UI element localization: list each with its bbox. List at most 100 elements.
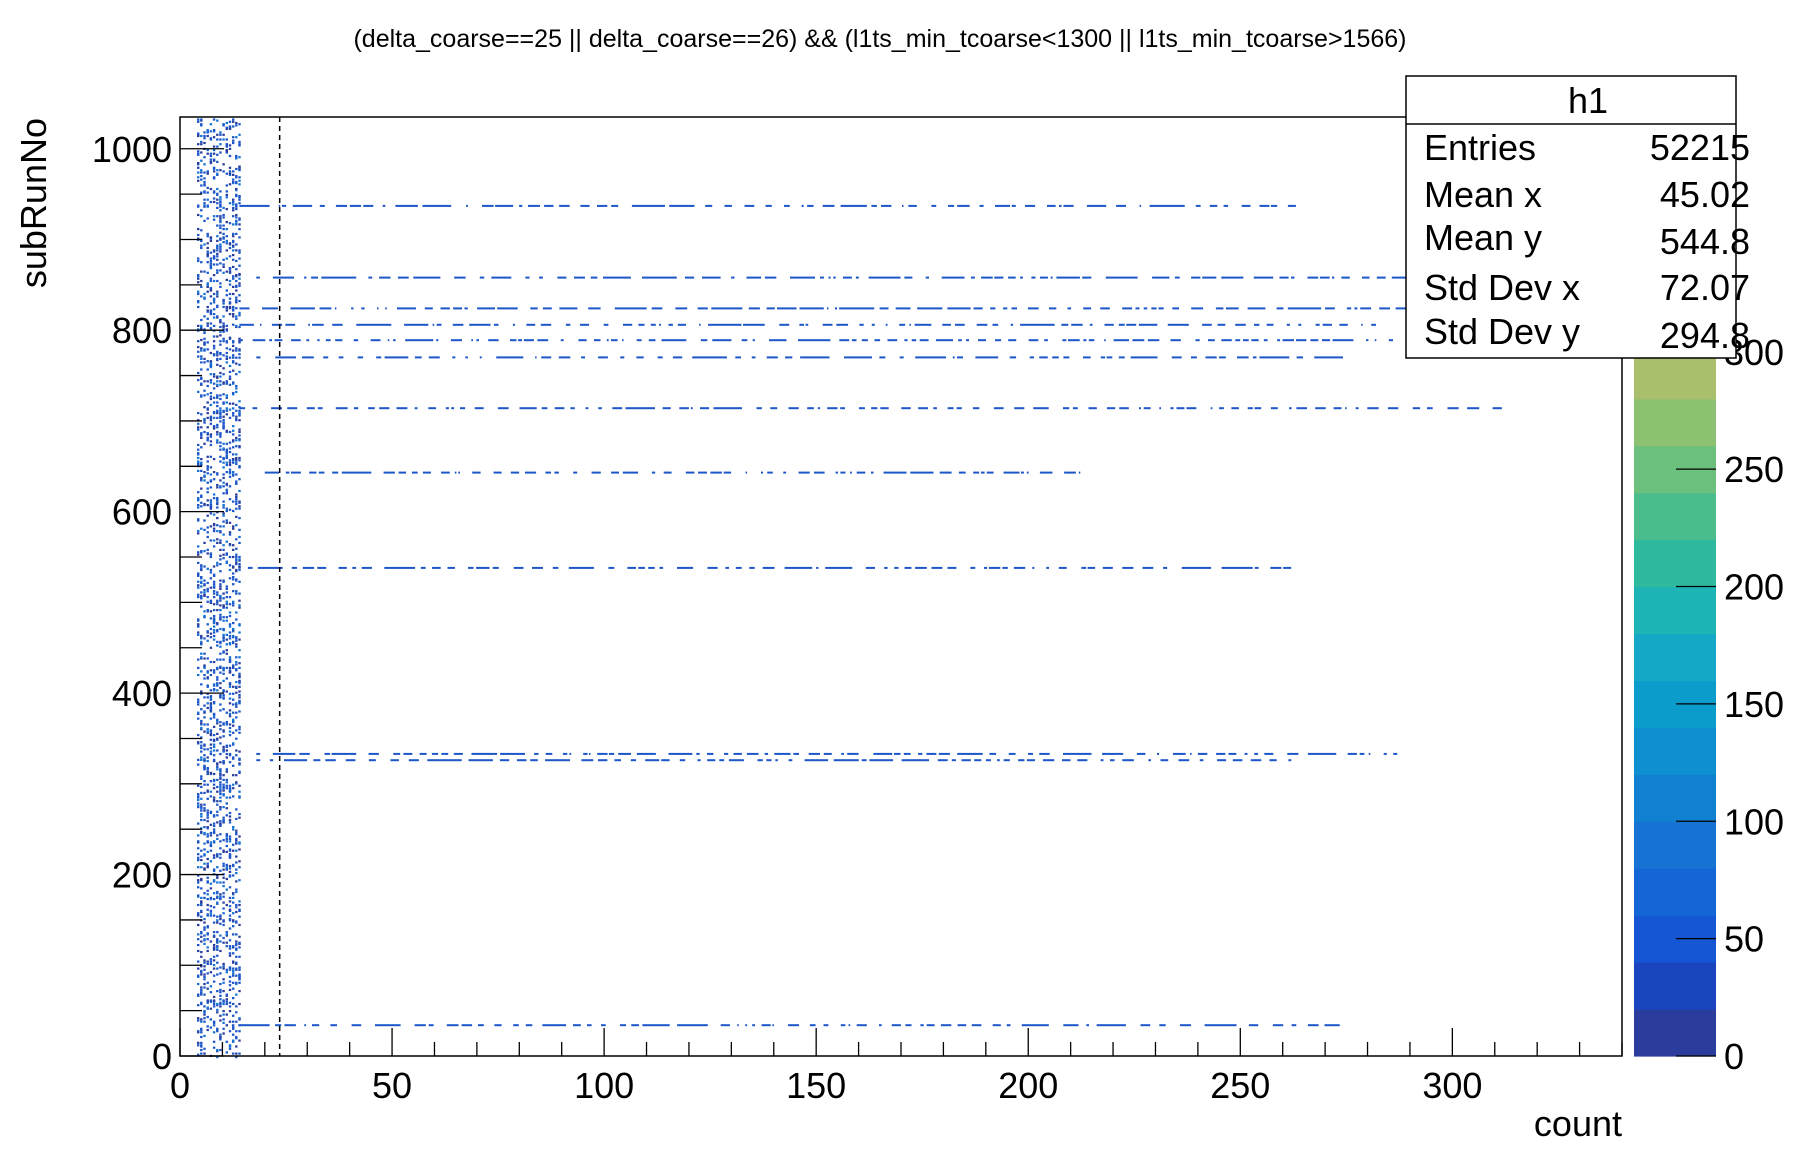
heatmap-cell [235, 289, 238, 292]
heatmap-cell [413, 276, 441, 279]
heatmap-cell [197, 205, 200, 208]
heatmap-cell [222, 885, 225, 888]
heatmap-cell [1195, 339, 1200, 342]
heatmap-cell [235, 910, 238, 914]
heatmap-cell [232, 180, 235, 184]
heatmap-cell [197, 574, 200, 577]
heatmap-cell [222, 236, 225, 239]
heatmap-cell [222, 876, 225, 879]
heatmap-cell [447, 566, 455, 569]
heatmap-cell [222, 298, 225, 301]
heatmap-cell [197, 623, 200, 626]
heatmap-cell [225, 413, 228, 416]
colorbar-tick-label: 100 [1724, 801, 1784, 842]
heatmap-cell [1219, 407, 1224, 410]
heatmap-cell [238, 217, 241, 220]
heatmap-cell [200, 178, 203, 181]
heatmap-cell [209, 265, 213, 268]
heatmap-cell [203, 868, 206, 871]
heatmap-cell [203, 417, 206, 421]
heatmap-cell [228, 874, 232, 877]
heatmap-cell [482, 204, 494, 207]
heatmap-cell [1008, 339, 1017, 342]
heatmap-cell [212, 669, 216, 672]
heatmap-cell [713, 407, 742, 410]
heatmap-cell [1083, 307, 1092, 310]
heatmap-cell [225, 347, 228, 350]
heatmap-cell [209, 416, 213, 419]
heatmap-cell [222, 305, 225, 309]
heatmap-cell [317, 407, 323, 410]
heatmap-cell [212, 292, 216, 296]
heatmap-cell [291, 339, 301, 342]
heatmap-cell [219, 203, 222, 206]
heatmap-cell [235, 849, 238, 852]
heatmap-cell [335, 204, 348, 207]
heatmap-cell [200, 357, 203, 360]
heatmap-cell [856, 471, 866, 474]
stats-value-std-dev-x: 72.07 [1660, 267, 1750, 308]
heatmap-cell [228, 623, 232, 626]
heatmap-cell [197, 912, 200, 915]
heatmap-cell [513, 1024, 519, 1027]
heatmap-cell [219, 774, 222, 777]
heatmap-cell [228, 383, 232, 386]
heatmap-cell [232, 453, 235, 456]
heatmap-cell [225, 484, 228, 487]
heatmap-cell [382, 204, 386, 207]
heatmap-cell [225, 778, 228, 781]
heatmap-cell [222, 514, 225, 517]
heatmap-cell [1163, 566, 1168, 569]
heatmap-cell [232, 555, 235, 559]
heatmap-cell [203, 430, 206, 434]
heatmap-cell [200, 719, 203, 723]
stats-label-std-dev-y: Std Dev y [1424, 311, 1580, 352]
heatmap-cell [368, 752, 379, 755]
heatmap-cell [197, 894, 200, 897]
heatmap-cell [212, 714, 216, 717]
heatmap-cell [206, 962, 209, 965]
heatmap-cell [1276, 307, 1284, 310]
heatmap-cell [216, 939, 219, 942]
heatmap-cell [200, 1027, 203, 1030]
heatmap-cell [219, 934, 222, 937]
heatmap-cell [1237, 356, 1249, 359]
heatmap-cell [1282, 339, 1294, 342]
heatmap-cell [219, 282, 222, 285]
heatmap-cell [232, 604, 235, 607]
heatmap-cell [203, 191, 206, 194]
heatmap-cell [216, 561, 219, 564]
heatmap-cell [1333, 407, 1342, 410]
heatmap-cell [238, 1018, 241, 1021]
heatmap-cell [212, 308, 216, 311]
heatmap-cell [216, 785, 219, 789]
heatmap-cell [206, 526, 209, 529]
heatmap-cell [1021, 1024, 1049, 1027]
heatmap-cell [200, 900, 203, 903]
heatmap-cell [219, 693, 222, 697]
heatmap-cell [209, 473, 213, 476]
heatmap-cell [216, 990, 219, 993]
heatmap-cell [212, 200, 216, 204]
heatmap-cell [200, 605, 203, 608]
heatmap-cell [203, 583, 206, 586]
heatmap-cell [200, 1035, 203, 1039]
heatmap-cell [222, 520, 225, 523]
heatmap-cell [1241, 204, 1251, 207]
heatmap-cell [232, 285, 235, 288]
heatmap-cell [238, 500, 241, 503]
heatmap-cell [235, 482, 238, 485]
heatmap-cell [1021, 471, 1024, 474]
heatmap-cell [209, 486, 213, 489]
heatmap-cell [206, 439, 209, 442]
heatmap-cell [216, 732, 219, 735]
heatmap-cell [238, 981, 241, 984]
heatmap-cell [200, 827, 203, 830]
heatmap-cell [209, 568, 213, 572]
heatmap-cell [1467, 407, 1480, 410]
heatmap-cell [197, 324, 200, 327]
heatmap-cell [228, 154, 232, 158]
heatmap-cell [228, 307, 232, 310]
heatmap-cell [206, 487, 209, 490]
heatmap-cell [749, 566, 755, 569]
